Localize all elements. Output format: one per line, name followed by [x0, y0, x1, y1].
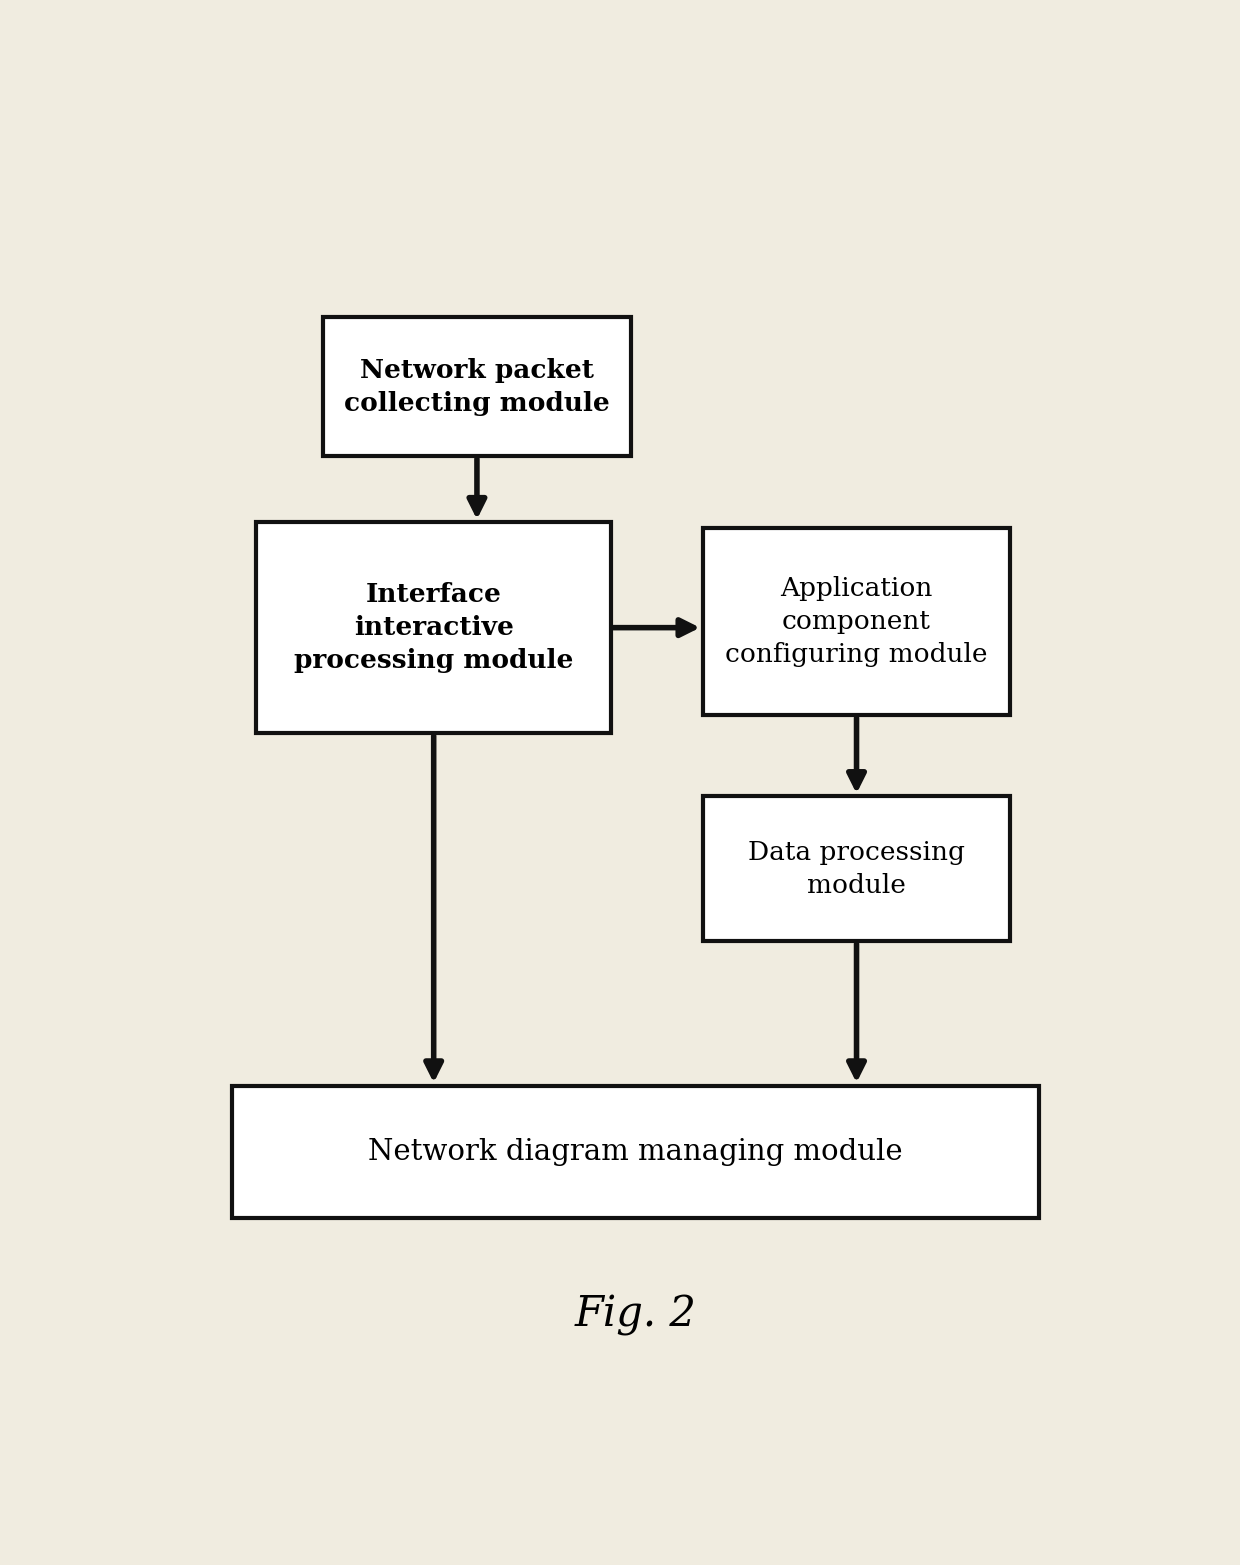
Bar — [255, 523, 611, 732]
Text: Application
component
configuring module: Application component configuring module — [725, 576, 988, 667]
Bar — [324, 318, 631, 455]
Bar — [232, 1086, 1039, 1218]
Text: Interface
interactive
processing module: Interface interactive processing module — [294, 582, 573, 673]
Bar — [703, 797, 1011, 941]
Text: Data processing
module: Data processing module — [748, 840, 965, 898]
Bar — [703, 529, 1011, 715]
Text: Network packet
collecting module: Network packet collecting module — [343, 358, 610, 416]
Text: Fig. 2: Fig. 2 — [574, 1294, 697, 1335]
Text: Network diagram managing module: Network diagram managing module — [368, 1138, 903, 1166]
